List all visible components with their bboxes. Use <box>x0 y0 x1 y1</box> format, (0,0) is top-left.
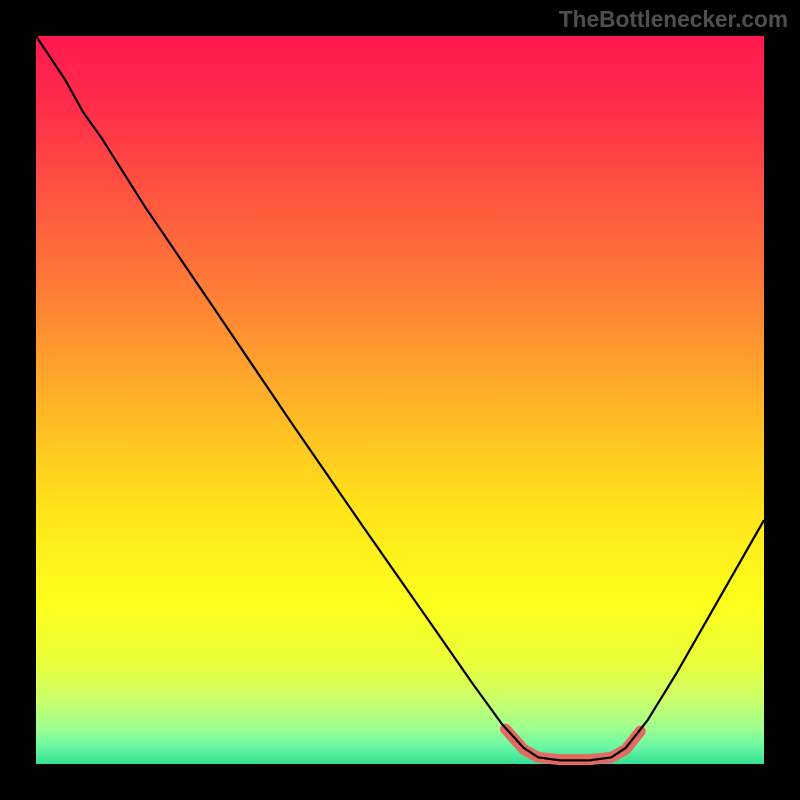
bottleneck-curve-chart <box>0 0 800 800</box>
chart-frame: TheBottlenecker.com <box>0 0 800 800</box>
plot-background <box>36 36 764 764</box>
watermark-text: TheBottlenecker.com <box>559 6 788 33</box>
